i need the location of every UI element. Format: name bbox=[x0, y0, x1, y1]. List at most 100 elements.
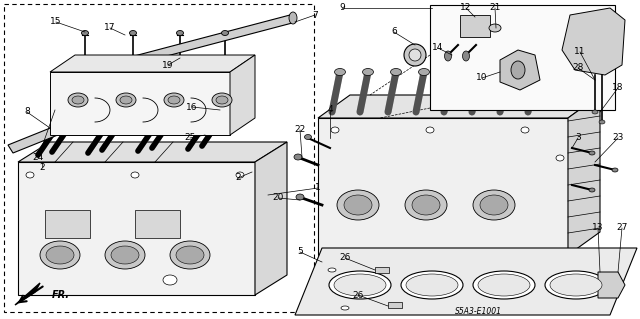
Ellipse shape bbox=[46, 246, 74, 264]
Text: 7: 7 bbox=[312, 11, 318, 19]
Ellipse shape bbox=[592, 110, 598, 114]
Bar bbox=[430, 5, 615, 110]
Bar bbox=[135, 210, 180, 238]
Text: 12: 12 bbox=[460, 4, 472, 12]
Ellipse shape bbox=[131, 172, 139, 178]
Ellipse shape bbox=[474, 69, 486, 76]
Ellipse shape bbox=[406, 274, 458, 296]
Polygon shape bbox=[568, 95, 600, 255]
Text: 15: 15 bbox=[51, 18, 61, 26]
Ellipse shape bbox=[328, 268, 336, 272]
Ellipse shape bbox=[214, 118, 223, 124]
Polygon shape bbox=[318, 118, 568, 255]
Polygon shape bbox=[8, 110, 100, 153]
Ellipse shape bbox=[550, 274, 602, 296]
Polygon shape bbox=[50, 72, 230, 135]
Ellipse shape bbox=[221, 31, 228, 35]
Ellipse shape bbox=[51, 127, 60, 133]
Text: 6: 6 bbox=[391, 27, 397, 36]
Text: 4: 4 bbox=[327, 106, 333, 115]
Text: 17: 17 bbox=[104, 24, 116, 33]
Ellipse shape bbox=[294, 154, 302, 160]
Text: 2: 2 bbox=[39, 162, 45, 172]
Text: 18: 18 bbox=[612, 84, 624, 93]
Ellipse shape bbox=[164, 93, 184, 107]
Text: 10: 10 bbox=[476, 73, 488, 83]
Ellipse shape bbox=[344, 195, 372, 215]
Ellipse shape bbox=[426, 127, 434, 133]
Ellipse shape bbox=[362, 69, 374, 76]
Ellipse shape bbox=[212, 93, 232, 107]
Ellipse shape bbox=[150, 123, 159, 129]
Ellipse shape bbox=[445, 51, 451, 61]
Ellipse shape bbox=[337, 190, 379, 220]
Bar bbox=[460, 15, 490, 37]
Ellipse shape bbox=[296, 194, 304, 200]
Ellipse shape bbox=[72, 96, 84, 104]
Ellipse shape bbox=[401, 271, 463, 299]
Ellipse shape bbox=[404, 44, 426, 66]
Ellipse shape bbox=[129, 31, 136, 35]
Ellipse shape bbox=[612, 168, 618, 172]
Ellipse shape bbox=[480, 195, 508, 215]
Text: 9: 9 bbox=[339, 4, 345, 12]
Text: 14: 14 bbox=[432, 43, 444, 53]
Text: FR.: FR. bbox=[52, 290, 70, 300]
Text: 16: 16 bbox=[186, 102, 198, 112]
Ellipse shape bbox=[120, 96, 132, 104]
Bar bbox=[375, 267, 389, 273]
Polygon shape bbox=[295, 248, 637, 315]
Bar bbox=[388, 302, 402, 308]
Ellipse shape bbox=[40, 241, 80, 269]
Text: 28: 28 bbox=[572, 63, 584, 72]
Ellipse shape bbox=[289, 12, 297, 24]
Ellipse shape bbox=[521, 127, 529, 133]
Text: 26: 26 bbox=[352, 291, 364, 300]
Ellipse shape bbox=[589, 188, 595, 192]
Polygon shape bbox=[598, 272, 625, 298]
Ellipse shape bbox=[200, 121, 209, 127]
Ellipse shape bbox=[405, 190, 447, 220]
Bar bbox=[4, 4, 314, 312]
Text: 25: 25 bbox=[184, 133, 196, 143]
Ellipse shape bbox=[409, 49, 421, 61]
Ellipse shape bbox=[341, 306, 349, 310]
Ellipse shape bbox=[463, 51, 470, 61]
Ellipse shape bbox=[177, 31, 184, 35]
Ellipse shape bbox=[115, 122, 124, 128]
Ellipse shape bbox=[26, 172, 34, 178]
Polygon shape bbox=[500, 50, 540, 90]
Ellipse shape bbox=[164, 120, 173, 126]
Ellipse shape bbox=[502, 69, 513, 76]
Text: 20: 20 bbox=[272, 194, 284, 203]
Ellipse shape bbox=[531, 69, 541, 76]
Text: 5: 5 bbox=[297, 248, 303, 256]
Polygon shape bbox=[18, 142, 287, 162]
Ellipse shape bbox=[334, 274, 386, 296]
Ellipse shape bbox=[412, 195, 440, 215]
Ellipse shape bbox=[176, 246, 204, 264]
Polygon shape bbox=[18, 162, 255, 295]
Ellipse shape bbox=[390, 69, 401, 76]
Ellipse shape bbox=[489, 24, 501, 32]
Polygon shape bbox=[15, 283, 40, 305]
Text: 26: 26 bbox=[339, 254, 351, 263]
Ellipse shape bbox=[168, 96, 180, 104]
Text: 3: 3 bbox=[575, 133, 581, 143]
Ellipse shape bbox=[100, 125, 109, 131]
Text: 1: 1 bbox=[315, 183, 321, 192]
Polygon shape bbox=[562, 8, 625, 75]
Ellipse shape bbox=[589, 151, 595, 155]
Ellipse shape bbox=[556, 155, 564, 161]
Ellipse shape bbox=[105, 241, 145, 269]
Ellipse shape bbox=[305, 135, 312, 139]
Ellipse shape bbox=[331, 127, 339, 133]
Text: 21: 21 bbox=[490, 4, 500, 12]
Text: 22: 22 bbox=[294, 125, 306, 135]
Ellipse shape bbox=[545, 271, 607, 299]
Ellipse shape bbox=[447, 69, 458, 76]
Ellipse shape bbox=[478, 274, 530, 296]
Polygon shape bbox=[50, 55, 255, 72]
Text: 19: 19 bbox=[163, 61, 173, 70]
Ellipse shape bbox=[111, 246, 139, 264]
